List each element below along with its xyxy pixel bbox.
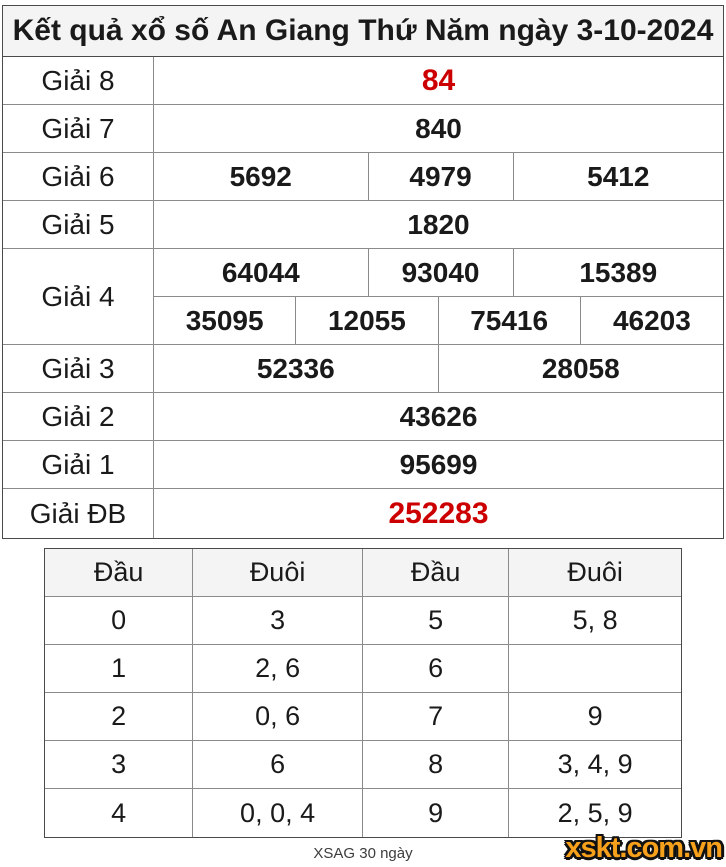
stats-30-days-link[interactable]: XSAG 30 ngày [313,845,413,862]
tail-cell: 9 [587,701,603,731]
prize-value: 1820 [407,208,470,240]
prize-value: 75416 [439,297,581,344]
head-cell: 7 [363,693,510,740]
prize-value: 93040 [369,249,514,296]
prize-value: 252283 [388,496,489,530]
head-tail-row: 3 6 8 3, 4, 9 [45,741,681,789]
prize-value: 64044 [154,249,369,296]
prize-label: Giải 5 [3,201,154,248]
prize-label: Giải 7 [3,105,154,152]
tail-cell: 5, 8 [572,605,618,635]
prize-row-8: Giải 8 84 [3,57,723,105]
prize-value: 84 [421,63,456,97]
prize-label: Giải 6 [3,153,154,200]
prize-value: 4979 [369,153,514,200]
head-tail-row: 4 0, 0, 4 9 2, 5, 9 [45,789,681,837]
tail-cell: 0, 0, 4 [193,789,363,837]
head-cell: 9 [363,789,510,837]
tail-cell: 6 [193,741,363,788]
prize-row-3: Giải 3 52336 28058 [3,345,723,393]
prize-label: Giải 4 [3,249,154,344]
head-cell: 3 [45,741,194,788]
prize-label: Giải 3 [3,345,154,392]
head-cell: 4 [45,789,194,837]
head-cell: 1 [45,645,194,692]
prize-row-7: Giải 7 840 [3,105,723,153]
prize-value: 28058 [541,352,620,384]
prize-value: 15389 [579,256,658,288]
prize-row-6: Giải 6 5692 4979 5412 [3,153,723,201]
head-cell: 0 [45,597,194,644]
tail-cell: 2, 5, 9 [557,797,633,828]
head-tail-row: 2 0, 6 7 9 [45,693,681,741]
prize-value: 46203 [612,304,691,336]
tail-cell: 0, 6 [193,693,363,740]
head-cell: 6 [363,645,510,692]
prize-row-5: Giải 5 1820 [3,201,723,249]
prize-row-4: Giải 4 64044 93040 15389 35095 12055 754… [3,249,723,345]
tail-cell: 3, 4, 9 [557,749,633,779]
prize-row-db: Giải ĐB 252283 [3,489,723,538]
head-tail-row: 0 3 5 5, 8 [45,597,681,645]
tail-cell: 2, 6 [193,645,363,692]
prize-value: 5412 [587,160,650,192]
prize-label: Giải 1 [3,441,154,488]
site-logo[interactable]: xskt.com.vn [565,832,723,864]
page-title: Kết quả xổ số An Giang Thứ Năm ngày 3-10… [3,6,723,57]
prize-value: 52336 [154,345,439,392]
prize-row-1: Giải 1 95699 [3,441,723,489]
prize-value: 35095 [154,297,297,344]
head-cell: 5 [363,597,510,644]
prize-value: 12055 [296,297,439,344]
tail-cell [509,645,681,692]
tail-cell: 3 [193,597,363,644]
prize-row-2: Giải 2 43626 [3,393,723,441]
prize-value: 840 [415,112,462,144]
head-cell: 2 [45,693,194,740]
prize-label: Giải ĐB [3,489,154,538]
results-table: Kết quả xổ số An Giang Thứ Năm ngày 3-10… [2,5,724,539]
head-tail-row: 1 2, 6 6 [45,645,681,693]
prize-label: Giải 8 [3,57,154,104]
prize-value: 5692 [154,153,369,200]
prize-value: 43626 [399,400,478,432]
prize-value: 95699 [399,448,478,480]
header-cell-dau-2: Đầu [362,549,510,596]
prize-label: Giải 2 [3,393,154,440]
head-cell: 8 [363,741,510,788]
head-tail-table: Đầu Đuôi Đầu Đuôi 0 3 5 5, 8 1 2, 6 6 2 … [44,548,682,838]
header-cell-dau-1: Đầu [45,549,194,596]
header-cell-duoi-2: Đuôi [509,549,681,596]
header-cell-duoi-1: Đuôi [193,549,363,596]
head-tail-header-row: Đầu Đuôi Đầu Đuôi [45,549,681,597]
